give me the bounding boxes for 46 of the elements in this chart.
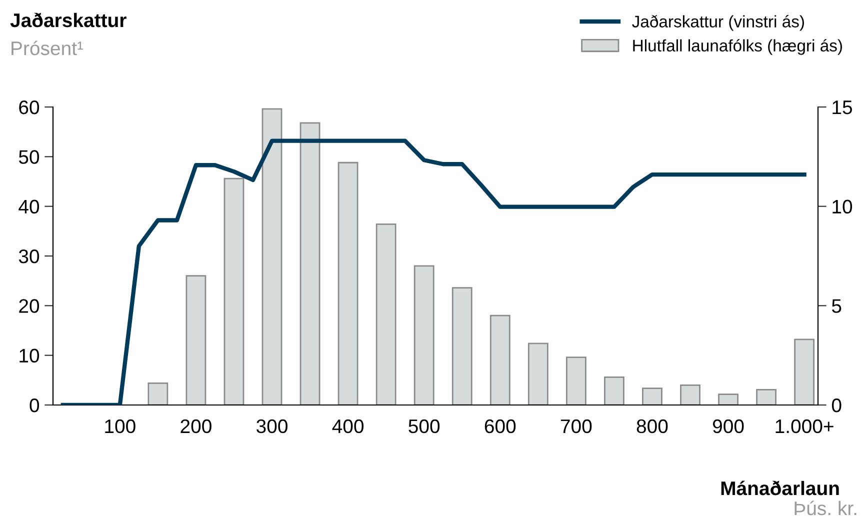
x-tick-label: 300 <box>256 419 288 434</box>
y-tick-label: 30 <box>18 249 40 264</box>
legend-label: Jaðarskattur (vinstri ás) <box>632 14 804 31</box>
bar <box>224 178 244 405</box>
bar <box>262 108 282 405</box>
y-tick-label: 0 <box>30 398 40 412</box>
bar <box>414 265 434 405</box>
y2-tick-label: 0 <box>832 398 842 412</box>
y-tick-label: 10 <box>20 348 40 363</box>
x-tick-label: 100 <box>105 419 136 434</box>
chart-title: Jaðarskattur <box>10 12 126 28</box>
text: Þús. kr. <box>794 500 856 516</box>
y-tick-label: 20 <box>19 299 40 313</box>
bar <box>642 388 662 405</box>
y-tick-label: 60 <box>19 100 40 114</box>
bar <box>300 122 320 405</box>
chart-subtitle: Prósent¹ <box>12 40 84 56</box>
bar <box>186 275 206 405</box>
x-tick-label: 900 <box>712 419 744 434</box>
bar <box>718 394 738 405</box>
bar <box>566 356 586 405</box>
x-tick-label: 200 <box>180 419 212 434</box>
bar <box>794 338 815 405</box>
y-tick-label: 50 <box>18 150 40 164</box>
y2-tick-label: 10 <box>832 200 852 214</box>
bar <box>756 389 776 405</box>
line-series <box>60 138 806 405</box>
bar <box>452 287 472 405</box>
bar <box>338 162 358 405</box>
bar <box>376 224 396 405</box>
bar <box>528 342 548 405</box>
y2-tick-label: 15 <box>832 100 852 114</box>
y2-tick-label: 5 <box>832 299 842 313</box>
x-tick-label: 700 <box>560 419 592 434</box>
x-tick-label: 400 <box>332 419 364 434</box>
bar <box>490 314 510 405</box>
bar <box>604 376 624 405</box>
x-tick-label: 1.000+ <box>776 419 834 434</box>
x-axis-title: Mánaðarlaun <box>721 480 839 496</box>
y-tick-label: 40 <box>18 200 40 214</box>
bar <box>148 382 168 405</box>
legend-label: Hlutfall launafólks (hægri ás) <box>633 39 842 55</box>
bar <box>680 384 700 405</box>
x-tick-label: 500 <box>408 419 440 434</box>
x-tick-label: 600 <box>484 419 516 434</box>
x-tick-label: 800 <box>636 419 668 434</box>
